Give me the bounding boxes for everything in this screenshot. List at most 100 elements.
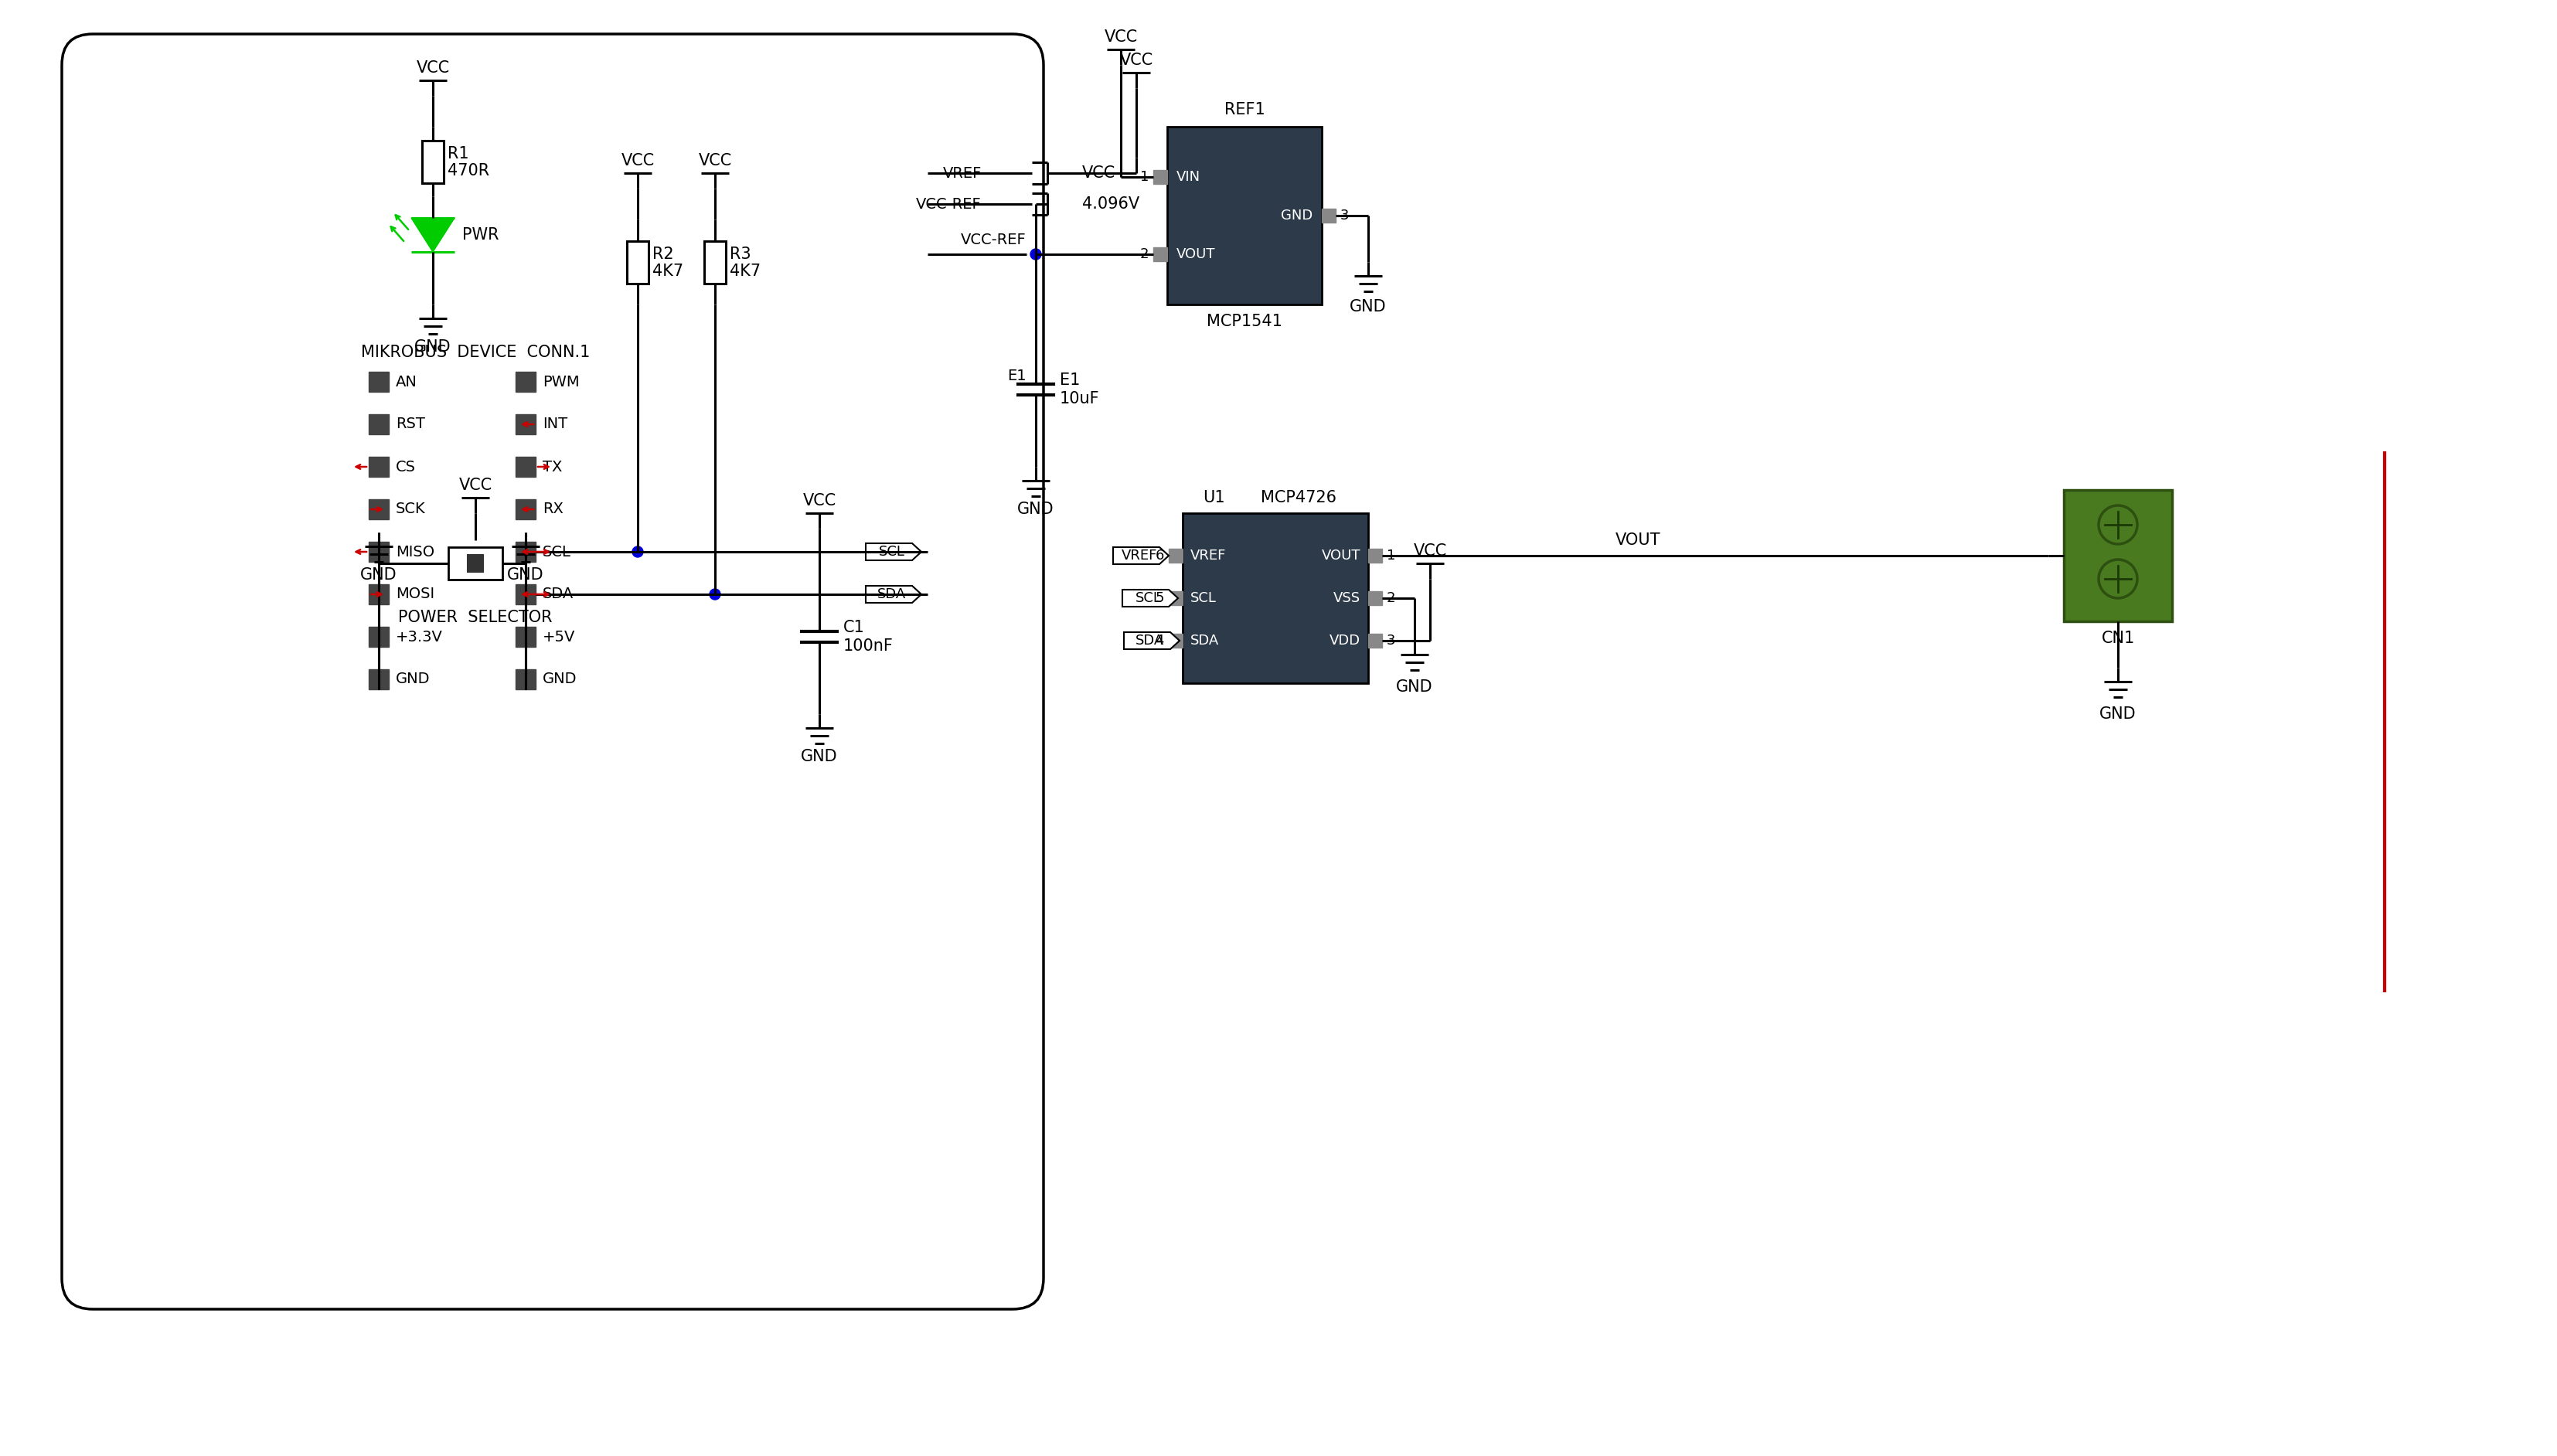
Text: 4K7: 4K7 [652, 264, 683, 280]
Text: VCC: VCC [1082, 166, 1115, 181]
Text: AN: AN [396, 374, 417, 389]
Text: RX: RX [542, 502, 563, 517]
Text: VDD: VDD [1330, 633, 1360, 648]
Text: GND: GND [1018, 501, 1053, 517]
Text: GND: GND [2099, 706, 2135, 722]
Text: 4.096V: 4.096V [1082, 197, 1140, 211]
Text: VCC: VCC [1105, 29, 1138, 45]
Bar [517, 670, 534, 689]
Text: VOUT: VOUT [1322, 549, 1360, 562]
Text: REF1: REF1 [1225, 102, 1266, 118]
Text: SDA: SDA [542, 587, 573, 601]
Text: CS: CS [396, 460, 417, 475]
Text: VCC-REF: VCC-REF [915, 197, 982, 211]
Text: +5V: +5V [542, 629, 575, 644]
Bar [1368, 591, 1383, 606]
Text: GND: GND [1281, 208, 1312, 223]
Text: SDA: SDA [877, 587, 905, 601]
Text: 3: 3 [1340, 208, 1350, 223]
Bar [447, 547, 501, 579]
Text: VCC: VCC [458, 478, 491, 494]
Text: 3: 3 [1386, 633, 1396, 648]
Text: SCL: SCL [542, 545, 570, 559]
Text: SDA: SDA [1135, 633, 1163, 648]
Text: MCP4726: MCP4726 [1261, 491, 1337, 505]
Bar [368, 499, 389, 520]
Text: +3.3V: +3.3V [396, 629, 442, 644]
Text: 4: 4 [1156, 633, 1163, 648]
Bar [368, 415, 389, 434]
Text: MIKROBUS  DEVICE  CONN.1: MIKROBUS DEVICE CONN.1 [361, 345, 591, 360]
Bar [517, 371, 534, 392]
Text: INT: INT [542, 416, 568, 431]
Text: 1: 1 [1386, 549, 1396, 562]
Circle shape [632, 546, 644, 558]
Bar [422, 140, 445, 183]
Polygon shape [1123, 590, 1179, 607]
Text: POWER  SELECTOR: POWER SELECTOR [399, 610, 552, 625]
Text: VOUT: VOUT [1616, 533, 1659, 547]
Text: R2: R2 [652, 246, 672, 262]
Text: RST: RST [396, 416, 424, 431]
Text: 6: 6 [1156, 549, 1163, 562]
Bar [1153, 248, 1166, 261]
Bar [468, 555, 483, 572]
Text: GND: GND [800, 748, 839, 764]
Bar [517, 415, 534, 434]
Text: VCC: VCC [1120, 52, 1153, 68]
Text: VCC: VCC [803, 494, 836, 508]
Bar [368, 626, 389, 646]
Text: R1: R1 [447, 146, 468, 162]
Text: TX: TX [542, 460, 563, 475]
Text: VOUT: VOUT [1176, 248, 1215, 261]
Text: SCL: SCL [1135, 591, 1161, 606]
Text: GND: GND [1350, 298, 1386, 314]
Bar [1169, 549, 1184, 562]
Text: 470R: 470R [447, 163, 488, 179]
Bar [368, 584, 389, 604]
Text: VCC: VCC [698, 153, 731, 169]
Bar [1322, 208, 1335, 223]
Text: 100nF: 100nF [844, 638, 892, 654]
Bar [1368, 633, 1383, 648]
Polygon shape [1112, 547, 1169, 563]
Text: GND: GND [506, 568, 545, 582]
Bar [1153, 170, 1166, 183]
Text: E1: E1 [1059, 373, 1079, 387]
Text: VCC: VCC [1414, 543, 1447, 559]
Bar [517, 457, 534, 476]
Text: SCL: SCL [1192, 591, 1217, 606]
Text: 10uF: 10uF [1059, 392, 1100, 406]
Text: GND: GND [414, 339, 450, 355]
Circle shape [1030, 249, 1041, 259]
Bar [1169, 591, 1184, 606]
Text: U1: U1 [1202, 491, 1225, 505]
Text: VCC: VCC [417, 60, 450, 76]
Polygon shape [867, 543, 921, 561]
Bar [517, 542, 534, 562]
Bar [626, 240, 649, 284]
Text: 1: 1 [1140, 170, 1148, 183]
Text: C1: C1 [844, 620, 864, 635]
Text: VREF: VREF [1123, 549, 1158, 562]
Text: VCC-REF: VCC-REF [961, 233, 1025, 248]
Text: SCK: SCK [396, 502, 424, 517]
Text: GND: GND [1396, 680, 1432, 695]
Text: VSS: VSS [1332, 591, 1360, 606]
Bar [368, 371, 389, 392]
Text: VCC: VCC [621, 153, 655, 169]
Circle shape [711, 588, 721, 600]
Bar [1184, 513, 1368, 683]
Bar [1166, 127, 1322, 304]
Bar [1169, 633, 1184, 648]
Bar [2063, 491, 2171, 622]
Text: VIN: VIN [1176, 170, 1202, 183]
Bar [517, 584, 534, 604]
Text: PWM: PWM [542, 374, 580, 389]
Text: R3: R3 [729, 246, 752, 262]
Bar [368, 542, 389, 562]
Text: CN1: CN1 [2102, 630, 2135, 646]
Text: 5: 5 [1156, 591, 1163, 606]
Text: 2: 2 [1386, 591, 1396, 606]
Text: VREF: VREF [944, 166, 982, 181]
